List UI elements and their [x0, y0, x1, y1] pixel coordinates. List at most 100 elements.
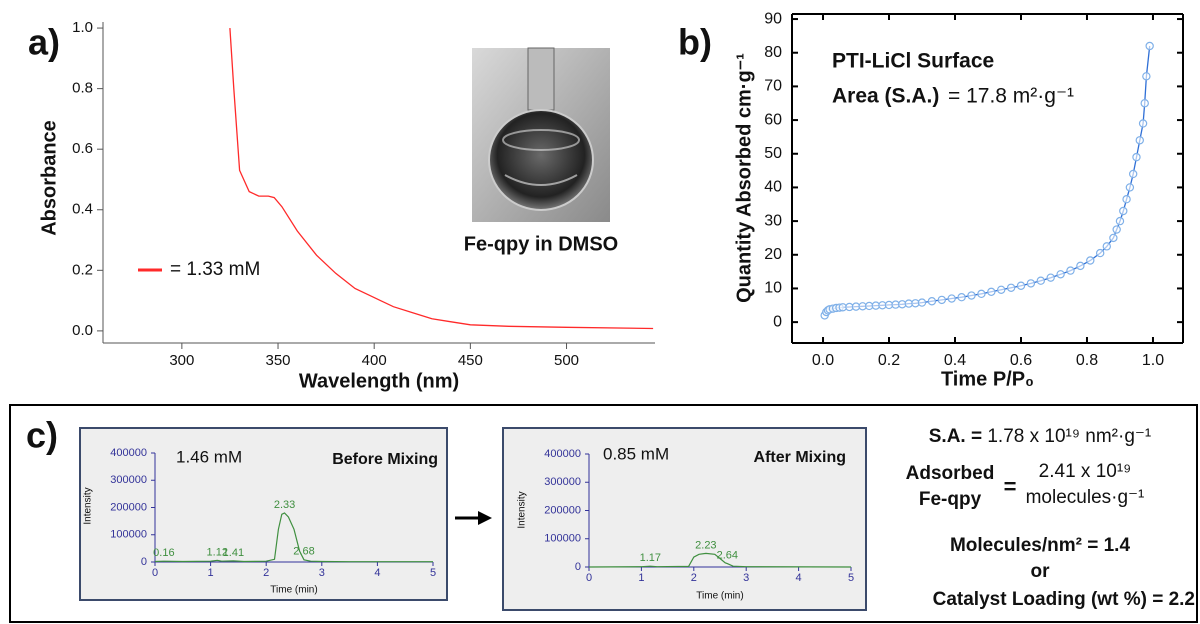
- point: [1145, 41, 1154, 51]
- x-axis-label: Wavelength (nm): [299, 370, 459, 392]
- point: [1016, 281, 1026, 290]
- y-tick-label: 50: [764, 145, 782, 162]
- y-tick-label: 300000: [110, 474, 147, 486]
- x-tick-label: 2: [263, 567, 269, 579]
- peak-label: 2.23: [695, 539, 716, 551]
- y-tick-label: 300000: [544, 476, 581, 488]
- x-axis-label: Time (min): [696, 591, 743, 602]
- summary-line: S.A. = 1.78 x 10¹⁹ nm²·g⁻¹: [929, 426, 1152, 447]
- y-tick-label: 30: [764, 212, 782, 229]
- point: [1056, 270, 1065, 279]
- line: [588, 552, 852, 568]
- summary-value: 2.41 x 10¹⁹: [1039, 461, 1132, 482]
- point: [1102, 242, 1111, 251]
- annotation: 0.85 mM: [603, 444, 669, 463]
- x-tick-label: 1: [208, 567, 214, 579]
- panel-label: c): [26, 415, 58, 456]
- point: [1135, 136, 1144, 145]
- peak-label: 2.68: [293, 546, 314, 558]
- annotation: Area (S.A.): [832, 85, 939, 108]
- inset-frame: [79, 427, 448, 601]
- point: [1122, 195, 1131, 204]
- x-tick-label: 0: [586, 572, 592, 584]
- point: [917, 298, 927, 307]
- y-tick-label: 100000: [110, 529, 147, 541]
- x-tick-label: 0.0: [812, 352, 834, 369]
- point: [1046, 273, 1055, 282]
- annotation: = 17.8 m²·g⁻¹: [948, 85, 1074, 108]
- y-tick-label: 0: [773, 313, 782, 330]
- annotation: PTI-LiCl Surface: [832, 50, 994, 73]
- x-tick-label: 4: [796, 572, 802, 584]
- y-tick-label: 200000: [110, 501, 147, 513]
- point: [1138, 119, 1148, 128]
- point: [996, 285, 1006, 294]
- summary-line: Molecules/nm² = 1.4: [950, 535, 1130, 556]
- inset-photo: [472, 47, 610, 222]
- x-tick-label: 0.2: [878, 352, 900, 369]
- point: [957, 293, 966, 302]
- peak-label: 0.16: [153, 547, 174, 559]
- point: [1112, 225, 1121, 234]
- point: [1125, 183, 1135, 192]
- point: [1036, 276, 1045, 285]
- y-axis-label: Absorbance: [38, 120, 60, 236]
- y-tick-label: 0.0: [72, 322, 93, 339]
- y-tick-label: 40: [764, 179, 782, 196]
- x-tick-label: 2: [691, 572, 697, 584]
- y-tick-label: 10: [764, 280, 782, 297]
- point: [977, 289, 986, 299]
- point: [967, 291, 976, 300]
- peak-label: 1.41: [223, 547, 244, 559]
- x-tick-label: 0.4: [944, 352, 966, 369]
- x-tick-label: 0.8: [1076, 352, 1098, 369]
- line: [229, 28, 654, 330]
- x-tick-label: 3: [743, 572, 749, 584]
- chart-title: Before Mixing: [332, 451, 438, 468]
- point: [987, 287, 996, 297]
- inset-caption: Fe-qpy in DMSO: [464, 233, 618, 255]
- arrow: [455, 511, 492, 525]
- legend-label: = 1.33 mM: [170, 259, 260, 280]
- x-tick-label: 0: [152, 567, 158, 579]
- y-tick-label: 100000: [544, 533, 581, 545]
- y-tick-label: 0.6: [72, 140, 93, 157]
- peak-label: 2.33: [274, 499, 295, 511]
- y-tick-label: 0.2: [72, 261, 93, 278]
- x-axis-label: Time (min): [270, 585, 317, 596]
- y-tick-label: 0: [141, 556, 147, 568]
- peak-label: 1.12: [207, 546, 228, 558]
- annotation: 1.46 mM: [176, 447, 242, 466]
- point: [1095, 248, 1105, 258]
- x-tick-label: 500: [554, 352, 579, 369]
- peak-label: 1.17: [640, 552, 661, 564]
- summary-label: Adsorbed: [906, 463, 995, 484]
- x-tick-label: 4: [374, 567, 380, 579]
- panel-label: b): [678, 22, 712, 63]
- panel-c-frame: [9, 404, 1198, 623]
- y-tick-label: 0.4: [72, 201, 93, 218]
- y-tick-label: 60: [764, 111, 782, 128]
- y-tick-label: 400000: [110, 447, 147, 459]
- y-axis-label: Intensity: [517, 491, 528, 528]
- point: [1115, 216, 1125, 226]
- x-tick-label: 5: [848, 572, 854, 584]
- summary-conjunction: or: [1031, 561, 1051, 582]
- point: [1140, 99, 1149, 108]
- chart-title: After Mixing: [754, 449, 846, 466]
- point: [937, 295, 947, 305]
- point: [1132, 152, 1141, 162]
- line: [154, 512, 433, 563]
- point: [1142, 72, 1151, 81]
- y-tick-label: 1.0: [72, 19, 93, 36]
- y-tick-label: 0.8: [72, 80, 93, 97]
- peak-label: 2.64: [717, 550, 738, 562]
- y-tick-label: 90: [764, 10, 782, 27]
- x-tick-label: 350: [266, 352, 291, 369]
- summary-line: Catalyst Loading (wt %) = 2.2: [933, 589, 1195, 610]
- y-tick-label: 70: [764, 78, 782, 95]
- x-tick-label: 450: [458, 352, 483, 369]
- y-tick-label: 0: [575, 561, 581, 573]
- x-tick-label: 1.0: [1142, 352, 1164, 369]
